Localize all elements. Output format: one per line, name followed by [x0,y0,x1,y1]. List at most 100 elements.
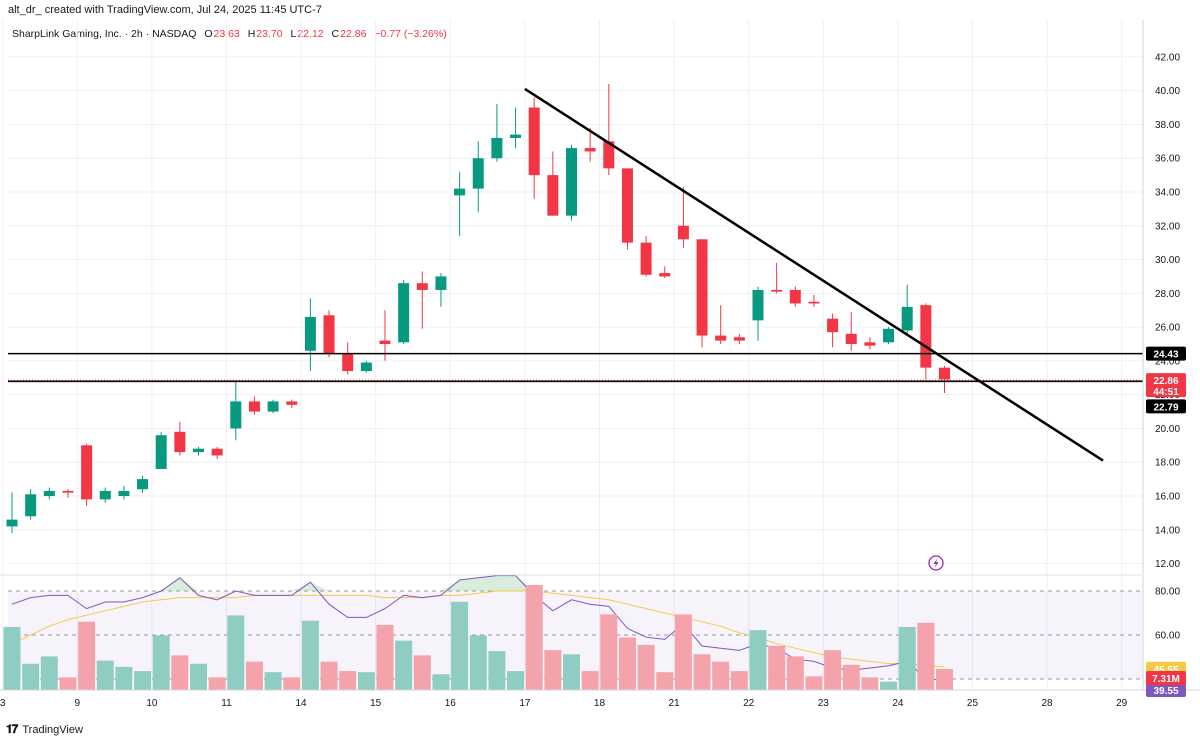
volume-bar [507,671,525,690]
volume-bar [898,627,916,690]
drawings [8,87,1143,462]
volume-bar [544,650,562,690]
volume-bar [152,635,170,690]
volume-bar [190,663,207,690]
y-tick-label: 20.00 [1155,424,1180,435]
candle [621,168,633,250]
volume-bar [40,656,58,690]
candle [547,151,559,216]
volume-bar [842,664,860,690]
volume-bar [227,615,245,690]
candle-body [43,490,55,496]
candle [808,295,820,307]
volume-tag-text: 7.31M [1152,674,1180,685]
descending-trendline [524,87,1104,462]
candle-body [454,188,466,196]
candle [677,186,689,248]
chart-attribution: alt_dr_ created with TradingView.com, Ju… [8,4,322,16]
candle [118,485,130,500]
x-tick-label: 10 [146,698,158,709]
candle [6,492,18,534]
candle [360,360,372,373]
candle-body [435,276,447,290]
last-price-tag-box [1146,373,1186,398]
axes: 12.0014.0016.0018.0020.0022.0024.0026.00… [0,20,1200,709]
candle [827,313,839,348]
close-label: C [331,28,340,40]
x-tick-label: 15 [370,698,382,709]
low-value: 22.12 [297,28,324,40]
volume-bar [637,644,655,690]
volume-bar [22,663,40,690]
candle-body [883,328,895,343]
volume-bar [581,671,599,690]
close-value: 22.86 [340,28,367,40]
high-label: H [247,28,256,40]
candle [715,305,727,344]
y-tick-label: 12.00 [1155,559,1180,570]
tradingview-logo[interactable]: 𝟏𝟕 TradingView [6,722,83,737]
volume-bar [693,654,711,690]
candles [6,83,950,534]
high-value: 23.70 [256,28,283,40]
y-tick-label: 16.00 [1155,492,1180,503]
candle-body [566,148,577,216]
candle [752,286,764,341]
x-tick-label: 25 [967,698,979,709]
candle [62,489,74,498]
level-tag-lower-text: 22.79 [1153,402,1178,413]
volume-bar [115,666,133,690]
candle-body [696,239,708,336]
volume-bar [674,614,692,690]
candle-body [808,301,820,304]
candle [510,107,522,149]
volume-pane [3,585,953,690]
candle-body [584,148,596,152]
change-value: −0.77 (−3.26%) [374,28,447,40]
candle-body [603,141,615,169]
candle-body [547,175,559,216]
candle-body [118,490,130,496]
rsi-ma-line [11,590,945,668]
volume-bar [880,681,898,690]
open-label: O [204,28,213,40]
rsi-level-label: 60.00 [1155,631,1180,642]
candle-body [304,316,316,351]
candle-body [491,137,503,159]
rsi-line [11,575,945,681]
rsi-tag: 39.55 [1146,682,1186,697]
x-tick-label: 21 [669,698,681,709]
volume-bar [824,650,842,690]
volume-bar [320,661,338,690]
candle-body [472,158,484,189]
candle-body [789,289,801,304]
volume-bar [78,621,96,690]
volume-bar [563,654,580,690]
candle [25,489,37,520]
candle [193,447,204,456]
volume-bar [432,674,450,690]
candle-body [901,306,913,331]
candle-body [25,494,37,517]
candle [43,487,55,500]
candle-body [81,445,93,500]
volume-bar [936,669,953,690]
volume-bar [339,671,357,690]
x-tick-label: 23 [818,698,830,709]
candle [211,447,223,459]
volume-bar [786,656,804,690]
volume-bar [283,677,301,690]
candle-body [398,283,410,343]
candle [659,266,671,279]
candle-body [771,289,783,292]
candle [81,443,93,507]
rsi-overbought-fill [12,575,945,591]
y-tick-label: 36.00 [1155,154,1180,165]
y-tick-label: 28.00 [1155,289,1180,300]
volume-bar [861,677,879,690]
symbol-name[interactable]: SharpLink Gaming, Inc. · 2h · NASDAQ [12,28,197,40]
candle [472,141,484,213]
volume-bar [301,620,319,690]
y-tick-label: 30.00 [1155,255,1180,266]
